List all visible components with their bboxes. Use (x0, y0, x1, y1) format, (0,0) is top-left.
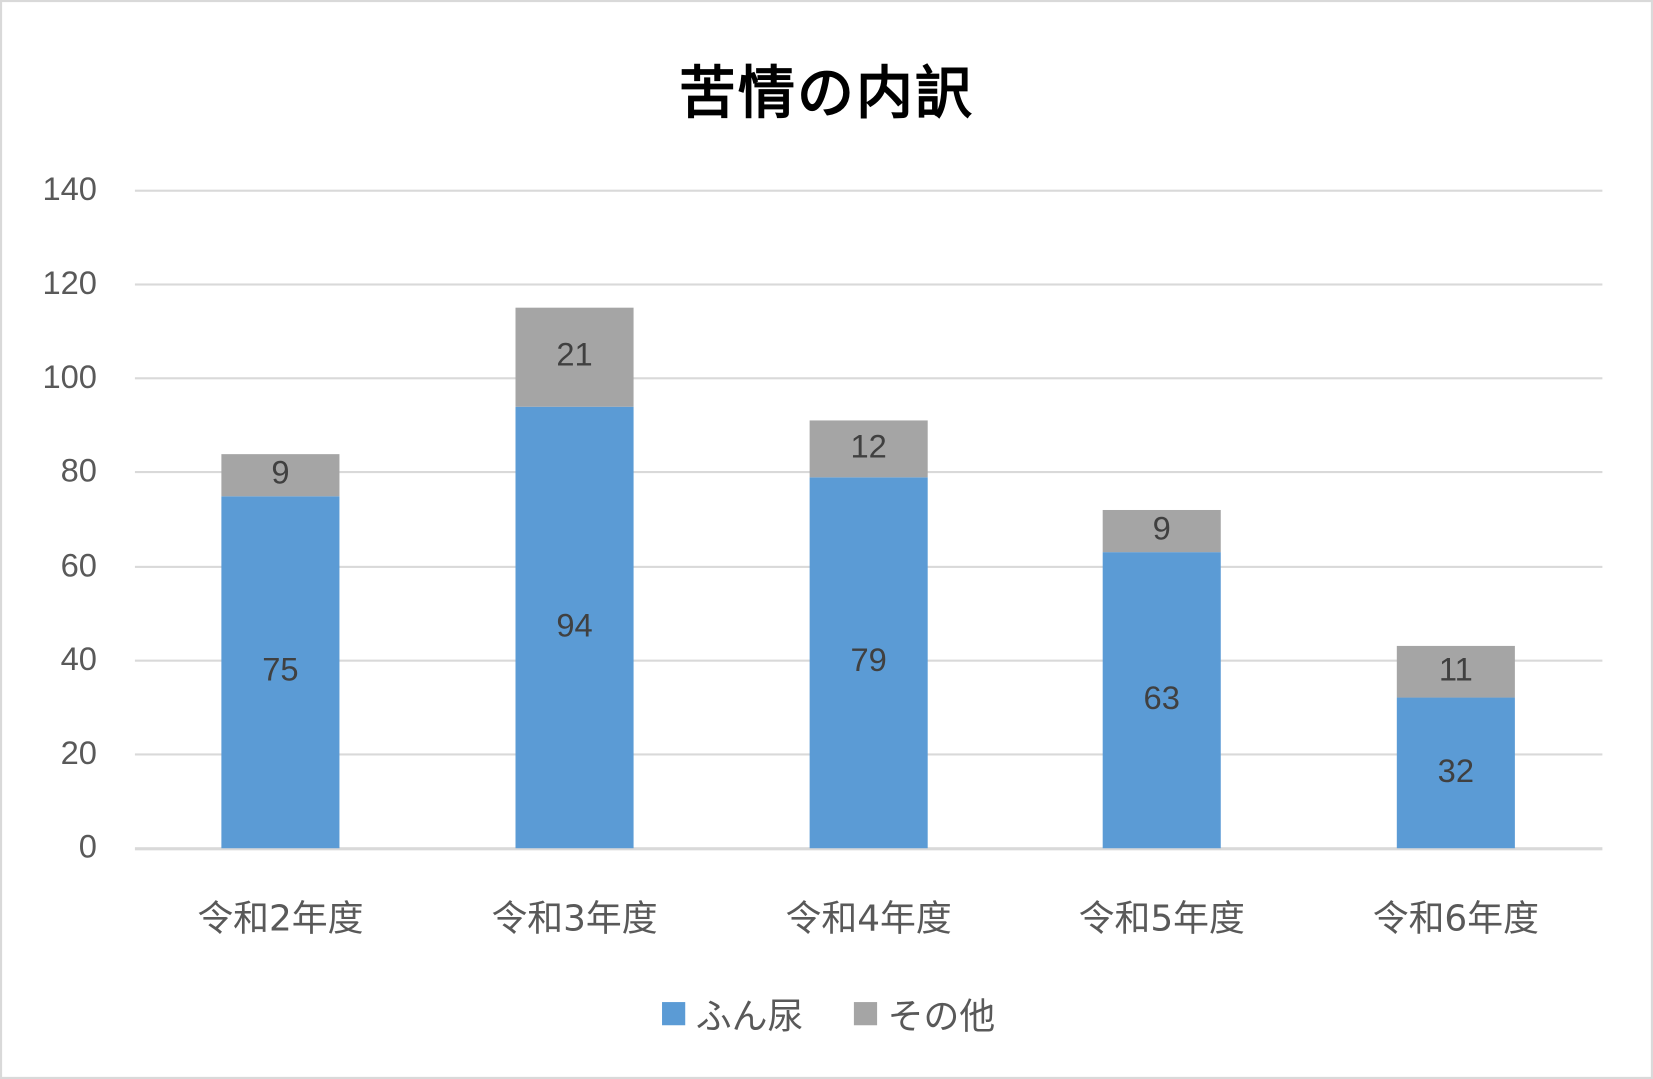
x-tick-label: 令和6年度 (1372, 897, 1539, 940)
legend-swatch-grey-icon (853, 1001, 878, 1025)
data-label-fun: 63 (1143, 679, 1180, 717)
data-label-other: 9 (1152, 510, 1171, 548)
bar-segment-fun[interactable] (1396, 697, 1515, 849)
gridline (134, 377, 1603, 380)
bar-segment-other[interactable] (221, 453, 340, 496)
y-tick-label: 80 (60, 452, 97, 490)
bar-segment-other[interactable] (809, 420, 928, 478)
data-label-other: 21 (556, 336, 593, 374)
y-tick-label: 60 (60, 546, 97, 584)
data-label-other: 11 (1438, 651, 1473, 688)
x-tick-label: 令和5年度 (1078, 897, 1245, 940)
legend-label-other: その他 (887, 995, 996, 1038)
data-label-fun: 75 (262, 651, 299, 688)
data-label-fun: 32 (1437, 751, 1475, 789)
y-tick-label: 40 (60, 640, 97, 678)
bar-segment-other[interactable] (1102, 510, 1221, 553)
y-tick-label: 120 (42, 264, 97, 302)
y-tick-label: 20 (60, 734, 97, 772)
legend-label-fun: ふん尿 (695, 995, 804, 1038)
legend-item-other: その他 (853, 987, 996, 1039)
chart-title: 苦情の内訳 (678, 60, 975, 127)
gridline (134, 189, 1603, 192)
data-label-other: 9 (271, 453, 290, 491)
gridline (134, 283, 1603, 286)
y-tick-label: 0 (78, 828, 97, 866)
bar-segment-other[interactable] (515, 308, 634, 407)
bar-segment-fun[interactable] (1102, 552, 1221, 849)
legend: ふん尿 その他 (2, 987, 1651, 1040)
legend-swatch-blue-icon (662, 1001, 686, 1025)
bar-segment-fun[interactable] (221, 495, 340, 849)
x-tick-label: 令和2年度 (197, 897, 364, 940)
data-label-fun: 94 (556, 606, 593, 644)
y-tick-label: 140 (42, 170, 97, 208)
y-tick-label: 100 (42, 358, 97, 396)
data-label-other: 12 (850, 427, 887, 465)
x-tick-label: 令和4年度 (785, 897, 952, 940)
x-axis-line (134, 847, 1603, 851)
data-label-fun: 79 (850, 641, 887, 679)
bar-segment-other[interactable] (1396, 646, 1515, 698)
legend-item-fun: ふん尿 (662, 987, 803, 1039)
bar-segment-fun[interactable] (515, 406, 634, 849)
bar-segment-fun[interactable] (809, 477, 928, 849)
x-tick-label: 令和3年度 (491, 897, 658, 940)
